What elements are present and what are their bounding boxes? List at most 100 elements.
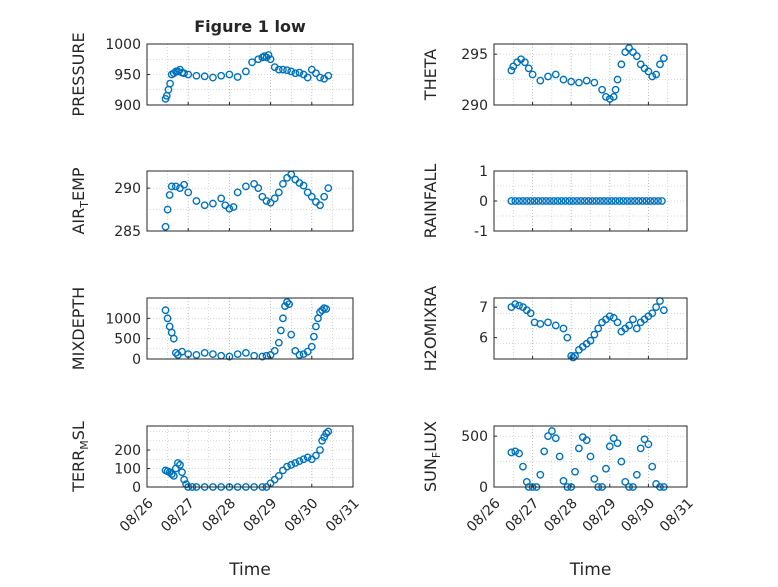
data-point [322,305,331,313]
x-axis-label: Time [228,560,271,580]
data-point [632,52,641,61]
x-tick-label: 08/28 [199,495,239,535]
y-tick-label: 6 [479,331,488,347]
data-point [605,442,614,451]
data-point [519,462,527,471]
y-tick-label: 200 [114,443,141,459]
x-tick-label: 08/31 [323,495,363,535]
data-point [590,330,599,339]
y-tick-label: 950 [114,68,141,84]
data-point [638,197,647,205]
x-tick-label: 08/30 [282,495,322,535]
y-axis-label: RAINFALL [421,164,440,239]
data-point [648,72,657,81]
data-point [536,320,545,328]
data-point [209,73,217,82]
data-point [511,447,520,456]
data-point [625,321,633,330]
data-point [627,197,635,205]
data-point [287,67,296,76]
data-point [316,308,324,317]
y-axis-label: MIXDEPTH [69,287,88,370]
data-point [609,92,618,101]
y-tick-label: 295 [461,47,488,63]
data-point [303,73,312,82]
chart-title: Figure 1 low [194,17,306,36]
data-point [594,324,603,333]
data-point [549,197,558,205]
data-point [602,92,610,101]
data-point [254,184,263,193]
data-point [553,197,562,205]
data-point [648,309,657,318]
data-point [575,444,583,453]
subplot-6: 6 7 H2OMIXRA [421,286,688,371]
data-point [644,67,653,76]
y-tick-label: -1 [474,224,488,240]
data-point [654,197,662,205]
data-point [225,352,234,361]
data-point [209,350,217,359]
data-point [295,457,304,466]
data-point [291,69,300,78]
y-tick-label: 0 [479,194,488,210]
data-point [507,448,516,457]
subplot-4: -1 0 1 RAINFALL [421,164,688,240]
data-point [184,70,193,79]
data-point [509,62,518,71]
data-point [582,76,591,85]
data-point [318,306,326,315]
data-point [524,64,533,73]
data-point [658,197,666,205]
data-point [258,192,267,201]
data-point [299,455,308,464]
data-point [283,462,291,471]
data-point [167,182,176,191]
data-point [312,322,320,331]
y-tick-label: 100 [114,462,141,478]
data-point [316,446,324,454]
y-tick-label: 1 [479,164,488,180]
data-point [652,303,661,312]
x-tick-label: 08/29 [580,495,620,535]
data-point [623,197,632,205]
data-point [575,78,583,87]
data-point [169,69,178,78]
data-point [526,197,535,205]
data-point [659,54,668,63]
data-point [609,313,618,322]
data-point [600,197,608,205]
data-point [241,348,250,357]
data-point [180,475,188,484]
x-tick-label: 08/27 [158,495,198,535]
data-point [584,197,593,205]
data-point [563,333,572,342]
data-point [559,75,568,84]
data-point [161,222,170,231]
data-point [270,194,279,203]
data-point [270,346,279,355]
x-tick-label: 08/30 [618,495,658,535]
data-point [163,314,172,323]
data-point [295,351,304,359]
data-point [526,309,535,318]
data-point [596,197,605,205]
data-point [192,197,201,205]
data-point [536,470,545,479]
axes-box [146,425,354,488]
data-point [307,342,316,351]
data-point [548,427,556,435]
data-point [169,472,178,480]
data-point [184,188,193,197]
data-point [295,68,304,77]
data-point [590,474,599,483]
data-point [642,197,651,205]
data-point [200,201,209,210]
data-point [276,326,285,335]
data-point [580,197,589,205]
data-point [274,188,283,197]
data-point [192,351,201,359]
data-point [307,192,316,201]
